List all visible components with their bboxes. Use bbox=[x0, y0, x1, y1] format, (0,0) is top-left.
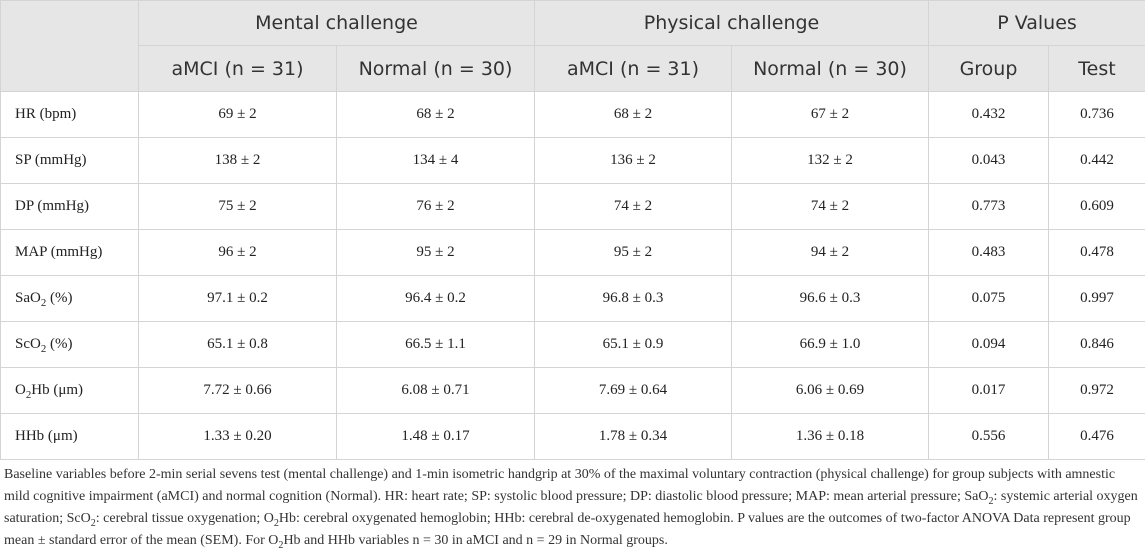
table-cell: 1.33 ± 0.20 bbox=[139, 414, 337, 460]
table-cell: 0.075 bbox=[929, 276, 1049, 322]
table-caption: Baseline variables before 2-min serial s… bbox=[4, 464, 1140, 552]
table-cell: 138 ± 2 bbox=[139, 138, 337, 184]
sub-header-cell: Group bbox=[929, 46, 1049, 92]
table-cell: 0.997 bbox=[1049, 276, 1145, 322]
table-cell: 6.08 ± 0.71 bbox=[337, 368, 535, 414]
table-cell: 74 ± 2 bbox=[535, 184, 732, 230]
table-cell: 7.69 ± 0.64 bbox=[535, 368, 732, 414]
table-cell: 96 ± 2 bbox=[139, 230, 337, 276]
row-label: SP (mmHg) bbox=[1, 138, 139, 184]
table-cell: 0.478 bbox=[1049, 230, 1145, 276]
table-cell: 97.1 ± 0.2 bbox=[139, 276, 337, 322]
data-table: Mental challenge Physical challenge P Va… bbox=[0, 0, 1145, 460]
group-header-row: Mental challenge Physical challenge P Va… bbox=[1, 1, 1145, 46]
group-header-mental: Mental challenge bbox=[139, 1, 535, 46]
table-cell: 76 ± 2 bbox=[337, 184, 535, 230]
table-cell: 74 ± 2 bbox=[732, 184, 929, 230]
table-cell: 136 ± 2 bbox=[535, 138, 732, 184]
table-cell: 1.48 ± 0.17 bbox=[337, 414, 535, 460]
table-cell: 67 ± 2 bbox=[732, 92, 929, 138]
group-header-pvalues: P Values bbox=[929, 1, 1145, 46]
table-cell: 68 ± 2 bbox=[337, 92, 535, 138]
table-cell: 66.5 ± 1.1 bbox=[337, 322, 535, 368]
table-cell: 0.094 bbox=[929, 322, 1049, 368]
table-cell: 96.6 ± 0.3 bbox=[732, 276, 929, 322]
table-cell: 66.9 ± 1.0 bbox=[732, 322, 929, 368]
group-header-physical: Physical challenge bbox=[535, 1, 929, 46]
table-cell: 65.1 ± 0.8 bbox=[139, 322, 337, 368]
row-label: O2Hb (μm) bbox=[1, 368, 139, 414]
table-cell: 0.043 bbox=[929, 138, 1049, 184]
table-cell: 65.1 ± 0.9 bbox=[535, 322, 732, 368]
table-cell: 0.846 bbox=[1049, 322, 1145, 368]
sub-header-cell: aMCI (n = 31) bbox=[139, 46, 337, 92]
table-cell: 134 ± 4 bbox=[337, 138, 535, 184]
table-cell: 0.432 bbox=[929, 92, 1049, 138]
row-label: SaO2 (%) bbox=[1, 276, 139, 322]
table-cell: 7.72 ± 0.66 bbox=[139, 368, 337, 414]
sub-header-row: aMCI (n = 31) Normal (n = 30) aMCI (n = … bbox=[1, 46, 1145, 92]
table-cell: 69 ± 2 bbox=[139, 92, 337, 138]
row-label: ScO2 (%) bbox=[1, 322, 139, 368]
sub-header-cell: Test bbox=[1049, 46, 1145, 92]
row-label: MAP (mmHg) bbox=[1, 230, 139, 276]
table-cell: 95 ± 2 bbox=[337, 230, 535, 276]
table-cell: 96.4 ± 0.2 bbox=[337, 276, 535, 322]
table-cell: 94 ± 2 bbox=[732, 230, 929, 276]
sub-header-cell: Normal (n = 30) bbox=[337, 46, 535, 92]
table-cell: 0.017 bbox=[929, 368, 1049, 414]
table-cell: 132 ± 2 bbox=[732, 138, 929, 184]
row-label: HHb (μm) bbox=[1, 414, 139, 460]
sub-header-cell: aMCI (n = 31) bbox=[535, 46, 732, 92]
table-cell: 0.476 bbox=[1049, 414, 1145, 460]
table-cell: 0.609 bbox=[1049, 184, 1145, 230]
table-cell: 0.972 bbox=[1049, 368, 1145, 414]
table-cell: 0.773 bbox=[929, 184, 1049, 230]
table-cell: 6.06 ± 0.69 bbox=[732, 368, 929, 414]
row-label: DP (mmHg) bbox=[1, 184, 139, 230]
table-cell: 95 ± 2 bbox=[535, 230, 732, 276]
table-cell: 0.556 bbox=[929, 414, 1049, 460]
table-cell: 1.78 ± 0.34 bbox=[535, 414, 732, 460]
corner-cell bbox=[1, 1, 139, 92]
row-label: HR (bpm) bbox=[1, 92, 139, 138]
table-cell: 1.36 ± 0.18 bbox=[732, 414, 929, 460]
sub-header-cell: Normal (n = 30) bbox=[732, 46, 929, 92]
table-cell: 0.736 bbox=[1049, 92, 1145, 138]
table-cell: 0.483 bbox=[929, 230, 1049, 276]
table-cell: 0.442 bbox=[1049, 138, 1145, 184]
table-cell: 96.8 ± 0.3 bbox=[535, 276, 732, 322]
table-cell: 75 ± 2 bbox=[139, 184, 337, 230]
table-cell: 68 ± 2 bbox=[535, 92, 732, 138]
